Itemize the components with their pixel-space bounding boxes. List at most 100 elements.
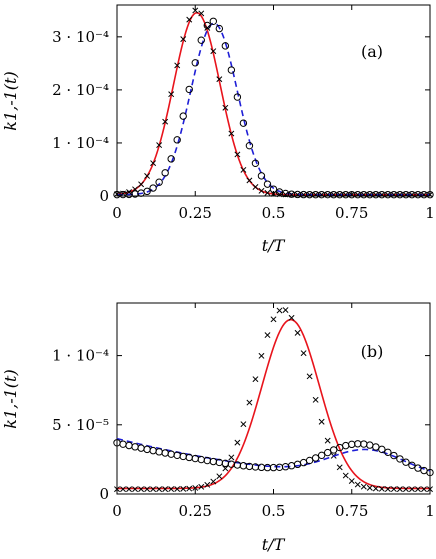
x-marker-stroke [252, 184, 259, 190]
panel-a-o-marker [263, 180, 272, 188]
x-marker-stroke [372, 191, 379, 198]
panel-a-x-marker [192, 7, 199, 14]
panel-b-xtick-label: 1 [425, 502, 435, 520]
panel-b-o-marker [269, 463, 278, 472]
panel-a-x-marker [294, 191, 301, 198]
x-marker-stroke [294, 191, 301, 198]
panel-b-ytick-label: 5 · 10⁻⁵ [52, 416, 109, 434]
x-marker-stroke [366, 484, 373, 491]
panel-a-o-marker [173, 136, 181, 144]
panel-b-o-marker [348, 440, 356, 449]
panel-b-ytick-label: 0 [99, 485, 109, 503]
x-marker-stroke [408, 191, 415, 198]
panel-b-o-marker [311, 454, 320, 462]
x-marker-stroke [306, 191, 313, 198]
panel-a-x-marker [264, 189, 271, 196]
panel-b-o-marker [317, 451, 326, 460]
panel-a-x-marker [156, 142, 163, 149]
panel-b-o-marker [329, 446, 338, 454]
panel-b-x-marker [138, 486, 145, 493]
panel-a-x-marker [384, 191, 391, 198]
panel-b-o-marker [426, 468, 434, 477]
panel-b-o-marker [179, 452, 187, 461]
x-marker-stroke [216, 473, 223, 480]
x-marker-stroke [282, 307, 289, 314]
x-marker-stroke [138, 181, 145, 188]
x-marker-stroke [396, 486, 403, 493]
panel-a-xtick-label: 0.25 [179, 204, 212, 222]
panel-a-x-marker [234, 151, 241, 158]
x-marker-stroke [240, 421, 247, 428]
x-marker-stroke [366, 191, 373, 198]
x-marker-stroke [156, 486, 163, 493]
panel-b-o-marker [149, 446, 157, 455]
panel-b-x-marker [210, 478, 217, 485]
panel-b: 0 0.25 0.5 0.75 1 0 5 · 10⁻⁵ 1 · 10⁻⁴ (b) t/T k… [1, 302, 435, 554]
x-marker-stroke [144, 172, 151, 179]
panel-b-label: (b) [361, 342, 384, 361]
x-marker-stroke [306, 373, 313, 380]
panel-a-o-marker [203, 21, 211, 30]
x-marker-stroke [312, 191, 319, 198]
panel-b-x-marker [162, 486, 169, 493]
panel-b-ylabel: k1,-1(t) [1, 369, 20, 428]
panel-a-x-marker [396, 191, 403, 198]
panel-a-o-marker [167, 155, 175, 163]
x-marker-stroke [372, 485, 379, 492]
x-marker-stroke [258, 352, 265, 359]
panel-b-xtick-label: 0 [112, 502, 122, 520]
x-marker-stroke [384, 191, 391, 198]
x-marker-stroke [258, 187, 265, 194]
x-marker-stroke [192, 485, 199, 491]
panel-a-x-marker [150, 160, 157, 167]
panel-b-x-marker [204, 481, 211, 488]
panel-b-ytick-label: 1 · 10⁻⁴ [52, 347, 109, 365]
panel-b-x-marker [198, 483, 205, 490]
panel-b-x-marker [294, 329, 301, 336]
panel-b-x-marker [126, 486, 132, 493]
panel-b-x-marker [390, 486, 397, 493]
panel-a-x-marker [336, 191, 343, 198]
panel-b-xlabel: t/T [262, 535, 286, 554]
x-marker-stroke [222, 104, 229, 111]
x-marker-stroke [354, 481, 361, 488]
x-marker-stroke [354, 191, 361, 198]
panel-b-o-marker [209, 457, 218, 466]
x-marker-stroke [264, 189, 271, 196]
x-marker-stroke [198, 10, 205, 17]
panel-b-x-marker [186, 485, 193, 492]
panel-b-blue-dashed-line [116, 437, 431, 472]
x-marker-stroke [180, 36, 187, 43]
x-marker-stroke [186, 485, 193, 492]
panel-b-x-marker [120, 486, 126, 493]
panel-a-red-line [116, 11, 430, 196]
x-marker-stroke [174, 486, 181, 492]
panel-a-x-marker [415, 191, 421, 198]
panel-b-x-marker [336, 464, 343, 471]
x-marker-stroke [312, 396, 319, 403]
panel-b-x-marker [174, 486, 181, 492]
x-marker-stroke [300, 191, 307, 198]
panel-b-o-marker [293, 460, 302, 469]
x-marker-stroke [336, 464, 343, 471]
x-marker-stroke [288, 191, 295, 198]
panel-b-x-marker [384, 486, 391, 492]
panel-b-o-marker [299, 458, 308, 467]
panel-a-x-marker [402, 191, 409, 198]
x-marker-stroke [300, 350, 307, 357]
panel-a-xtick-label: 0.75 [335, 204, 368, 222]
panel-a-ticks-group: 0 0.25 0.5 0.75 1 0 1 · 10⁻⁴ 2 · 10⁻⁴ 3 · 10⁻⁴ [52, 5, 435, 222]
x-marker-stroke [120, 486, 126, 493]
panel-a-x-marker [144, 172, 151, 179]
x-marker-stroke [421, 191, 427, 198]
panel-a-o-marker [185, 85, 193, 94]
x-marker-stroke [126, 189, 132, 196]
panel-a-xtick-label: 0 [112, 204, 122, 222]
panel-b-x-marker [372, 485, 379, 492]
x-marker-stroke [408, 486, 415, 493]
panel-b-x-marker [276, 307, 283, 314]
panel-b-x-marker [240, 421, 247, 428]
panel-a-x-marker [276, 191, 283, 198]
panel-b-series-group [113, 307, 434, 493]
panel-a-o-marker [215, 24, 224, 33]
